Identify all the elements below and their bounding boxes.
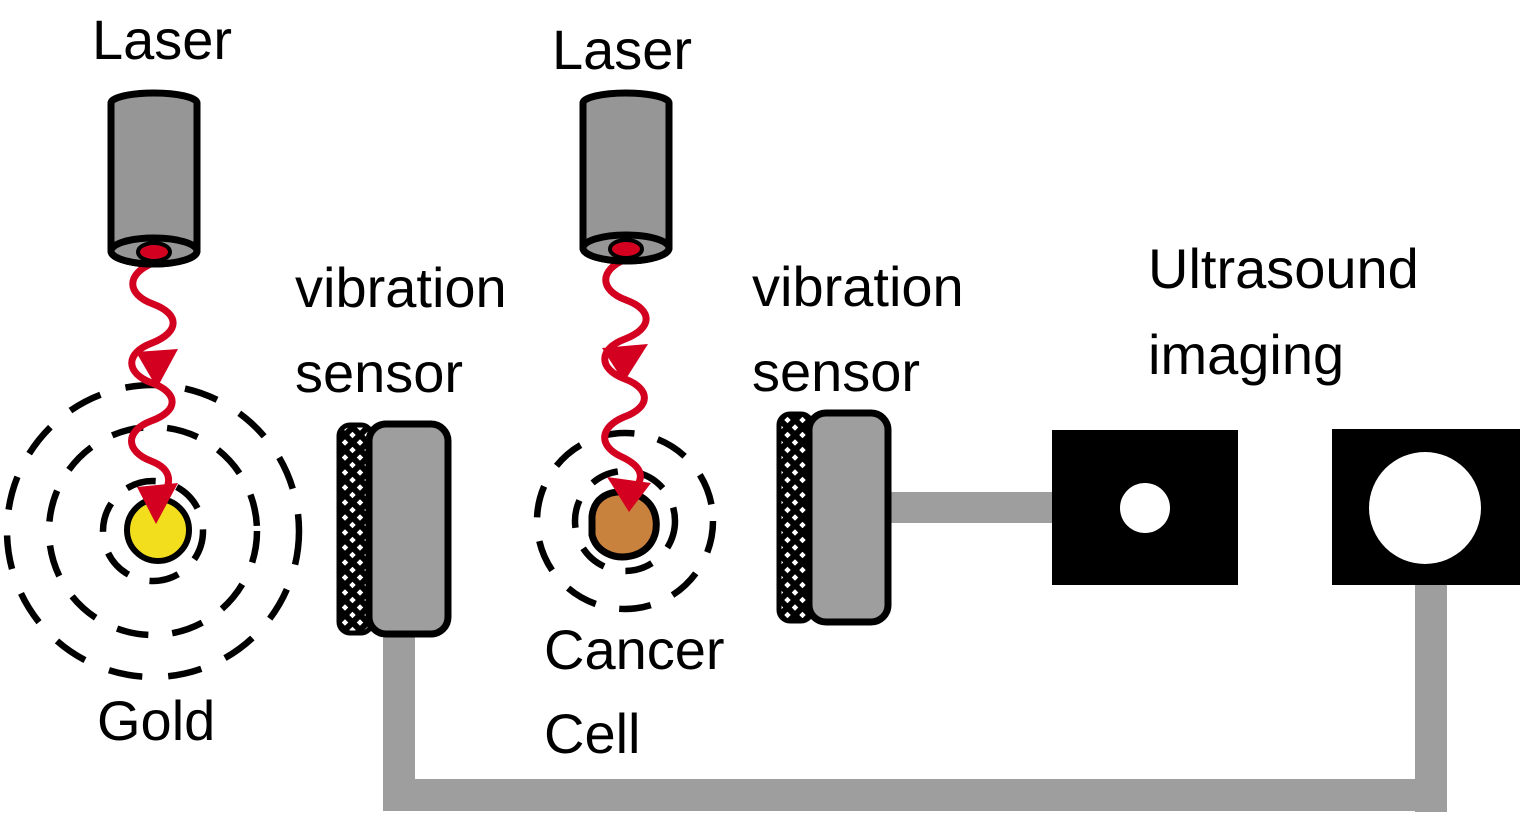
vibration-sensor-left-label-line1: vibration [295,256,507,319]
ultrasound-screen-small [1052,430,1238,585]
vibration-sensor-left-label-line2: sensor [295,341,463,404]
ultrasound-spot-large-icon [1369,452,1481,564]
laser-left-label: Laser [92,8,232,71]
vibration-sensor-mid-label-line1: vibration [752,255,964,318]
wire-screen-large-vertical [1415,583,1447,812]
laser-mid-cylinder [579,89,673,265]
vibration-sensor-mid-body [805,409,892,626]
vibration-sensor-left [336,420,452,638]
ultrasound-label-line1: Ultrasound [1148,237,1419,300]
vibration-sensor-left-body [365,420,452,638]
beam-arrowhead-icon [137,483,178,524]
laser-beam-mid [601,255,651,512]
shockwave-ring-icon [533,429,717,613]
beam-arrowhead-icon [136,349,178,388]
wire-sensor-mid-horizontal [884,492,1054,523]
laser-beam-wave-icon [128,259,177,504]
beam-arrowhead-icon [602,344,648,382]
shockwave-rings-cell [533,429,717,613]
ultrasound-screen-large [1332,429,1520,585]
gold-label: Gold [97,689,215,752]
shockwave-ring-icon [571,467,679,575]
shockwave-ring-icon [45,423,261,639]
laser-left-aperture-icon [136,241,172,263]
laser-left-cylinder [107,89,201,268]
vibration-sensor-mid-label-line2: sensor [752,340,920,403]
laser-mid-aperture-icon [608,238,644,260]
wire-bottom-horizontal [383,779,1447,811]
beam-arrowhead-icon [607,477,651,512]
laser-beam-left [128,259,178,524]
ultrasound-label-line2: imaging [1148,323,1344,386]
ultrasound-spot-small-icon [1120,483,1170,533]
laser-mid-label: Laser [552,18,692,81]
vibration-sensor-mid [776,409,892,626]
cancer-cell-label-line1: Cancer [544,618,725,681]
shockwave-ring-icon [99,477,207,585]
cancer-cell-blob [588,488,660,561]
cancer-cell-label-line2: Cell [544,702,640,765]
